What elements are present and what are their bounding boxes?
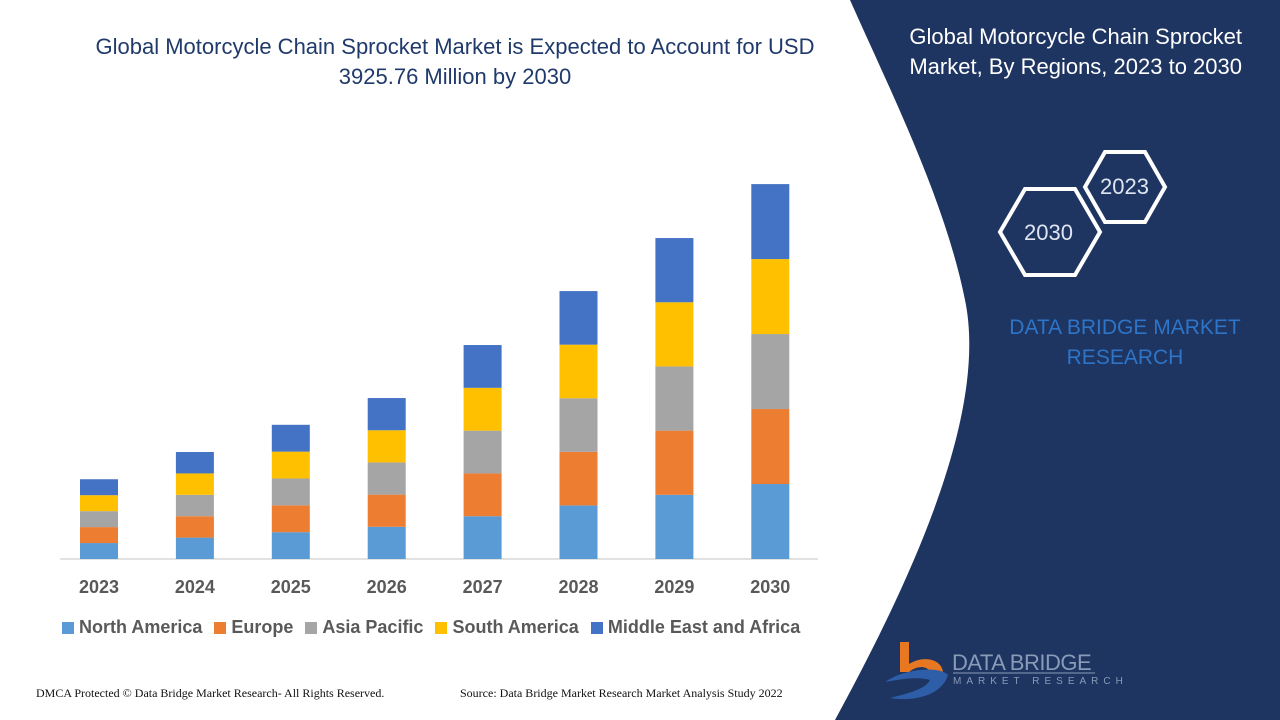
logo-name: DATA BRIDGE — [952, 650, 1092, 675]
bar-2026-asia-pacific — [367, 462, 406, 495]
x-tick-label: 2024 — [175, 577, 215, 597]
bars — [80, 184, 790, 559]
bar-2026-europe — [367, 494, 406, 527]
legend-label: Europe — [231, 617, 294, 637]
legend-item: Europe — [214, 617, 293, 638]
bar-2029-europe — [655, 430, 694, 495]
x-tick-label: 2026 — [367, 577, 407, 597]
bar-2025-south-america — [271, 451, 310, 479]
bar-2027-asia-pacific — [463, 430, 502, 474]
legend-label: Middle East and Africa — [607, 617, 801, 637]
brand-text: DATA BRIDGE MARKET RESEARCH — [1009, 316, 1241, 369]
legend-swatch — [62, 621, 74, 634]
legend-item: Middle East and Africa — [590, 617, 801, 638]
legend-item: North America — [62, 617, 202, 638]
x-tick-label: 2025 — [271, 577, 311, 597]
legend-label: North America — [79, 617, 203, 637]
hex-label-2030: 2030 — [1024, 220, 1073, 245]
bar-2024-europe — [175, 516, 214, 538]
bar-2029-north-america — [655, 494, 694, 559]
legend-swatch — [435, 621, 448, 634]
bar-2027-middle-east-and-africa — [463, 345, 502, 388]
bar-2030-north-america — [751, 484, 790, 559]
copyright-text: DMCA Protected © Data Bridge Market Rese… — [36, 686, 385, 700]
side-panel — [835, 0, 1280, 720]
chart-title: Global Motorcycle Chain Sprocket Market … — [95, 34, 815, 89]
bar-2025-asia-pacific — [271, 478, 310, 506]
legend-label: Asia Pacific — [322, 617, 424, 637]
x-tick-label: 2027 — [463, 577, 503, 597]
bar-2024-middle-east-and-africa — [175, 452, 214, 474]
bar-2023-asia-pacific — [80, 511, 118, 528]
bar-2030-middle-east-and-africa — [751, 184, 790, 260]
bar-2023-europe — [80, 527, 118, 544]
bar-2024-south-america — [175, 473, 214, 495]
legend-label: South America — [452, 617, 579, 637]
x-tick-label: 2028 — [558, 577, 598, 597]
logo-icon — [885, 642, 948, 700]
legend-swatch — [590, 621, 603, 634]
hexagon-2023 — [1082, 150, 1168, 224]
bar-2030-south-america — [751, 259, 790, 335]
bar-2023-south-america — [80, 495, 118, 512]
bar-2027-north-america — [463, 516, 502, 559]
bar-2028-europe — [559, 451, 598, 506]
legend-item: Asia Pacific — [305, 617, 423, 638]
bar-2023-middle-east-and-africa — [80, 479, 118, 496]
hexagon-2030 — [997, 187, 1103, 277]
bar-2029-south-america — [655, 302, 694, 367]
x-ticks: 2023 2024 2025 2026 2027 2028 2029 2030 — [79, 577, 790, 597]
x-tick-label: 2029 — [654, 577, 694, 597]
legend: North America Europe Asia Pacific South Ame… — [62, 617, 800, 638]
bar-2025-north-america — [271, 532, 310, 559]
x-tick-label: 2030 — [750, 577, 790, 597]
logo-tagline: MARKET RESEARCH — [953, 676, 1128, 687]
side-panel-title: Global Motorcycle Chain Sprocket Market,… — [909, 24, 1242, 79]
bar-2028-middle-east-and-africa — [559, 291, 598, 345]
bar-2025-middle-east-and-africa — [271, 424, 310, 452]
bar-2026-south-america — [367, 430, 406, 463]
legend-item: South America — [435, 617, 579, 638]
bar-2023-north-america — [80, 543, 118, 559]
bar-2030-europe — [751, 409, 790, 485]
bar-2028-north-america — [559, 505, 598, 559]
x-tick-label: 2023 — [79, 577, 119, 597]
bar-2029-asia-pacific — [655, 366, 694, 431]
bar-2024-asia-pacific — [175, 494, 214, 517]
bar-2030-asia-pacific — [751, 334, 790, 410]
bar-2028-asia-pacific — [559, 398, 598, 452]
bar-2026-north-america — [367, 526, 406, 559]
bar-2026-middle-east-and-africa — [367, 398, 406, 431]
legend-swatch — [305, 621, 318, 634]
source-text: Source: Data Bridge Market Research Mark… — [460, 686, 783, 700]
legend-swatch — [214, 621, 227, 634]
bar-2027-europe — [463, 473, 502, 517]
bar-2024-north-america — [175, 537, 214, 559]
bar-2025-europe — [271, 505, 310, 533]
bar-2028-south-america — [559, 344, 598, 399]
bar-2027-south-america — [463, 387, 502, 431]
bar-2029-middle-east-and-africa — [655, 238, 694, 303]
hex-label-2023: 2023 — [1100, 174, 1149, 199]
